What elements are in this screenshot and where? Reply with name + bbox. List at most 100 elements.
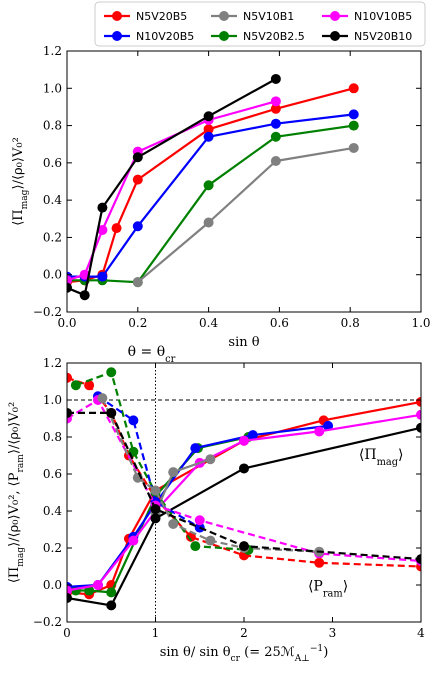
series-line (67, 398, 421, 563)
data-point (150, 513, 161, 524)
y-tick-label: −0.2 (33, 305, 62, 319)
data-point (79, 290, 90, 301)
y-tick-label: 0.2 (43, 541, 62, 555)
data-point (203, 180, 214, 191)
y-tick-label: 0.4 (43, 504, 62, 518)
bottom-series-N5V20B10-Πmag (67, 422, 421, 611)
data-point (97, 202, 108, 213)
data-point (348, 142, 359, 153)
data-point (348, 83, 359, 94)
series-line (67, 78, 277, 297)
data-point (67, 275, 72, 286)
legend-label: N5V20B10 (354, 30, 412, 43)
y-tick-label: 1.2 (43, 44, 62, 58)
data-point (132, 221, 143, 232)
legend-entry: N10V20B5 (104, 30, 194, 43)
data-point (67, 407, 72, 418)
x-tick-label: 0.2 (128, 316, 147, 330)
series-line (67, 124, 354, 284)
x-tick-label: 0 (63, 626, 71, 640)
data-point (205, 454, 216, 465)
x-tick-label: 4 (417, 626, 425, 640)
data-point (205, 535, 216, 546)
y-tick-label: 0.0 (43, 268, 62, 282)
data-point (132, 277, 143, 288)
legend-label: N5V20B2.5 (243, 30, 305, 43)
data-point (270, 131, 281, 142)
x-tick-label: 3 (329, 626, 337, 640)
legend-label: N5V20B5 (136, 10, 187, 23)
data-point (67, 372, 72, 383)
x-tick-label: 1 (152, 626, 160, 640)
data-point (239, 541, 249, 552)
legend-entry: N5V20B5 (104, 10, 187, 23)
legend-swatch-marker (112, 11, 122, 21)
bottom-panel: 0 1 2 3 4 −0.2 0.0 0.2 0.4 0.6 0.8 1.0 1.2 sin θ/ sin… (7, 344, 425, 664)
legend-entry: N5V10B1 (211, 10, 294, 23)
legend-swatch-marker (330, 31, 340, 41)
data-point (97, 393, 108, 404)
data-point (106, 600, 117, 611)
y-tick-label: 1.0 (43, 393, 62, 407)
data-point (203, 217, 214, 228)
legend-swatch-marker (112, 31, 122, 41)
series-line (75, 371, 249, 551)
data-point (132, 174, 143, 185)
data-point (270, 118, 281, 129)
bottom-series-N10V10B5-Pram (67, 395, 421, 566)
data-point (92, 580, 103, 590)
data-point (150, 485, 161, 496)
legend: N5V20B5 N10V20B5 N5V10B1 N5V20B2.5 N10V10B5 N… (94, 1, 426, 47)
legend-label: N5V10B1 (243, 10, 294, 23)
theta-cr-title: θ = θcr (128, 344, 176, 365)
data-point (84, 380, 95, 391)
data-point (416, 396, 421, 407)
data-point (239, 463, 249, 474)
top-series-N5V10B1 (132, 142, 359, 288)
y-tick-label: 0.6 (43, 467, 62, 481)
bottom-y-axis-label: ⟨Πmag⟩/⟨ρ₀⟩V₀², ⟨Pram⟩/⟨ρ₀⟩V₀² (7, 402, 26, 583)
legend-swatch-marker (330, 11, 340, 21)
y-tick-label: −0.2 (33, 615, 62, 629)
bottom-series-N5V20B5-Πmag (67, 396, 421, 600)
legend-swatch-marker (219, 31, 229, 41)
top-y-axis-label: ⟨Πmag⟩/⟨ρ₀⟩V₀² (11, 137, 30, 226)
data-point (70, 380, 81, 391)
data-point (270, 103, 281, 114)
x-tick-label: 1.0 (411, 316, 430, 330)
data-point (106, 407, 117, 418)
bottom-series-N5V20B10-Pram (67, 407, 421, 565)
data-point (67, 592, 72, 603)
bottom-series-N10V10B5-Πmag (67, 409, 421, 596)
data-point (348, 109, 359, 120)
data-point (416, 409, 421, 420)
top-panel: 0.0 0.2 0.4 0.6 0.8 1.0−0.20.00.20.40.60.81.0… (11, 44, 431, 350)
top-x-axis-label: sin θ (228, 335, 259, 350)
legend-entry: N5V20B10 (322, 30, 412, 43)
bottom-series-N10V20B5-Πmag (67, 420, 334, 592)
data-point (203, 124, 214, 135)
data-point (314, 557, 325, 568)
data-point (416, 422, 421, 433)
y-tick-label: 0.0 (43, 578, 62, 592)
data-point (168, 518, 179, 529)
y-tick-label: 0.2 (43, 230, 62, 244)
data-point (203, 131, 214, 142)
top-series-N10V20B5 (67, 109, 359, 282)
legend-swatch-marker (219, 11, 229, 21)
legend-label: N10V20B5 (136, 30, 194, 43)
data-point (323, 420, 334, 431)
data-point (67, 585, 72, 596)
annotation-label: ⟨Pram⟩ (308, 579, 348, 600)
series-line (67, 413, 421, 592)
x-tick-label: 0.4 (199, 316, 218, 330)
bottom-x-axis-label: sin θ/ sin θcr (= 25ℳA⊥−1) (160, 644, 329, 664)
data-point (106, 367, 117, 378)
data-point (190, 443, 201, 454)
data-point (194, 515, 205, 526)
top-axes-frame (66, 50, 422, 313)
top-series-N5V20B10 (67, 73, 281, 301)
data-point (128, 535, 139, 546)
data-point (97, 224, 108, 235)
